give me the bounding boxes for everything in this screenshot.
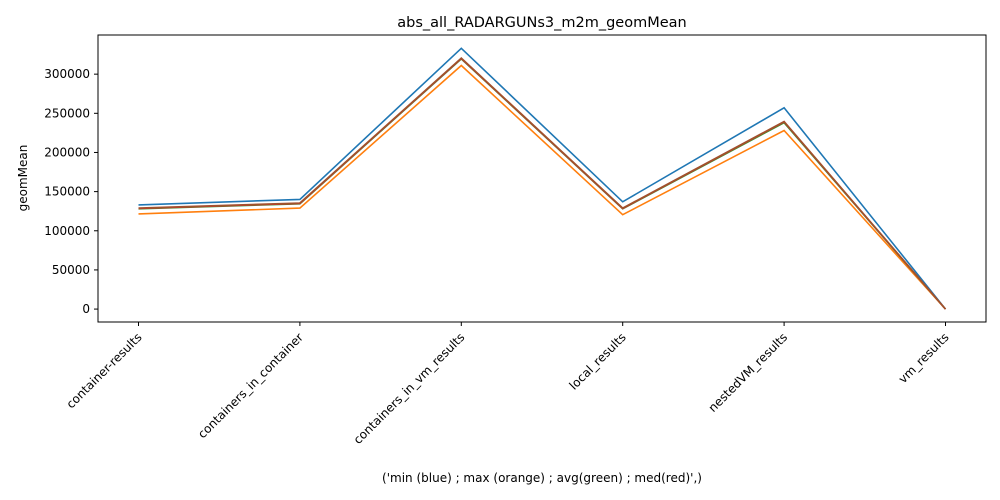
y-tick-label: 0 <box>82 302 90 316</box>
x-tick-label: containers_in_vm_results <box>351 330 468 447</box>
x-axis: container-results containers_in_container… <box>64 322 952 447</box>
plot-frame <box>97 34 987 323</box>
series-line-0 <box>138 47 947 310</box>
y-tick-label: 100000 <box>44 224 90 238</box>
series-line-4 <box>138 57 947 310</box>
y-tick-label: 50000 <box>52 263 90 277</box>
series-line-3 <box>138 57 947 310</box>
y-tick-label: 150000 <box>44 185 90 199</box>
y-axis: 0 50000 100000 150000 200000 250000 300000 <box>44 67 98 316</box>
series-layer <box>138 47 947 310</box>
y-tick-label: 300000 <box>44 67 90 81</box>
x-tick-label: local_results <box>566 330 628 392</box>
x-tick-label: containers_in_container <box>195 330 306 441</box>
x-tick-label: vm_results <box>896 330 952 386</box>
x-tick-label: nestedVM_results <box>706 330 791 415</box>
series-line-2 <box>138 57 947 310</box>
y-tick-label: 250000 <box>44 106 90 120</box>
x-tick-label: container-results <box>64 330 145 411</box>
y-axis-label: geomMean <box>16 145 30 212</box>
y-tick-label: 200000 <box>44 145 90 159</box>
x-axis-label: ('min (blue) ; max (orange) ; avg(green)… <box>382 471 702 485</box>
series-line-1 <box>138 64 947 310</box>
chart-title: abs_all_RADARGUNs3_m2m_geomMean <box>397 15 686 31</box>
